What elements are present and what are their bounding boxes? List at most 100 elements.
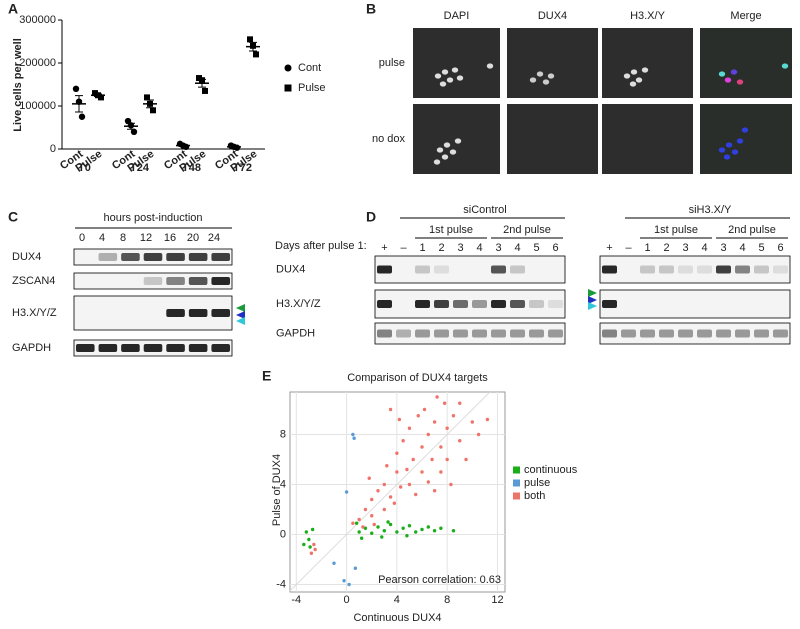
arrowhead [588,302,597,310]
dot [247,36,253,43]
error-bar [179,144,187,147]
point [401,526,405,530]
point [485,417,490,422]
legend-marker [284,64,292,72]
band [602,265,617,274]
nucleus [449,149,457,155]
band [415,265,430,274]
arrowhead [236,317,245,325]
point [458,439,462,443]
lane-label: – [400,242,407,254]
chart-title: Comparison of DUX4 targets [347,372,488,384]
nucleus [724,77,732,83]
point [414,492,418,497]
nucleus [436,147,444,153]
point [351,521,355,525]
panel-label: D [366,209,376,225]
group-label: 2nd pulse [728,224,776,236]
point [405,534,409,538]
lane-label: 4 [701,242,707,254]
lane-label: – [625,242,632,254]
annotation: Pearson correlation: 0.63 [378,574,501,586]
micrograph [602,28,693,98]
band [640,329,655,338]
band [377,329,392,338]
lane-label: 12 [140,232,152,244]
row-label: no dox [372,133,406,145]
point [407,524,412,528]
nucleus [623,73,631,79]
lane-label: 6 [552,242,558,254]
lane-label: + [381,242,387,254]
point [407,426,412,430]
band [415,329,430,338]
arrowhead [588,296,597,304]
band [453,300,468,308]
diagonal [289,391,491,592]
nucleus [486,63,494,69]
dot [78,113,86,120]
point [432,489,437,493]
dot [144,94,150,101]
point [353,566,358,570]
point [370,497,374,502]
point [376,525,380,529]
band [697,329,712,338]
band [640,265,655,274]
blot-frame [599,289,791,319]
point [392,501,397,505]
band [510,329,525,338]
nucleus [741,127,749,133]
point [385,464,389,468]
nucleus [446,77,454,83]
band [76,344,95,352]
micrograph [602,104,693,174]
lane-label: 8 [120,232,126,244]
y-tick-label: 4 [280,478,286,490]
band [773,329,788,338]
point [363,526,368,530]
group-label: 1st pulse [654,224,698,236]
micrograph [700,104,792,174]
nucleus [441,69,449,75]
blot-label: DUX4 [12,251,41,263]
group-label: T0 [78,162,91,174]
lane-label: 6 [777,242,783,254]
point [420,527,424,532]
column-label: Merge [730,10,761,22]
band [491,300,506,308]
x-tick-label: 8 [444,594,450,606]
blot-label: ZSCAN4 [12,275,55,287]
legend-swatch [513,479,520,487]
blot-frame [374,255,566,284]
condition-label: siControl [463,204,506,216]
blot-header: hours post-induction [103,212,202,224]
blot-frame [599,255,791,284]
band [773,265,788,274]
lane-label: 4 [99,232,105,244]
point [312,542,316,547]
error-bar [127,122,135,130]
lane-label: 5 [533,242,539,254]
point [363,507,368,512]
panel-label: B [366,1,376,17]
blot-frame [73,295,233,331]
band [529,300,544,308]
band [735,265,750,274]
point [344,490,349,494]
point [430,457,434,462]
nucleus [434,73,442,79]
blot-label: DUX4 [276,263,305,275]
lane-label: 5 [758,242,764,254]
micrograph [507,28,598,98]
lane-label: 1 [644,242,650,254]
lane-label: 3 [495,242,501,254]
blot-frame [599,322,791,345]
point [439,526,443,530]
point [388,407,393,412]
point [442,401,447,405]
column-label: DAPI [444,10,470,22]
band [188,309,208,317]
nucleus [529,77,537,83]
